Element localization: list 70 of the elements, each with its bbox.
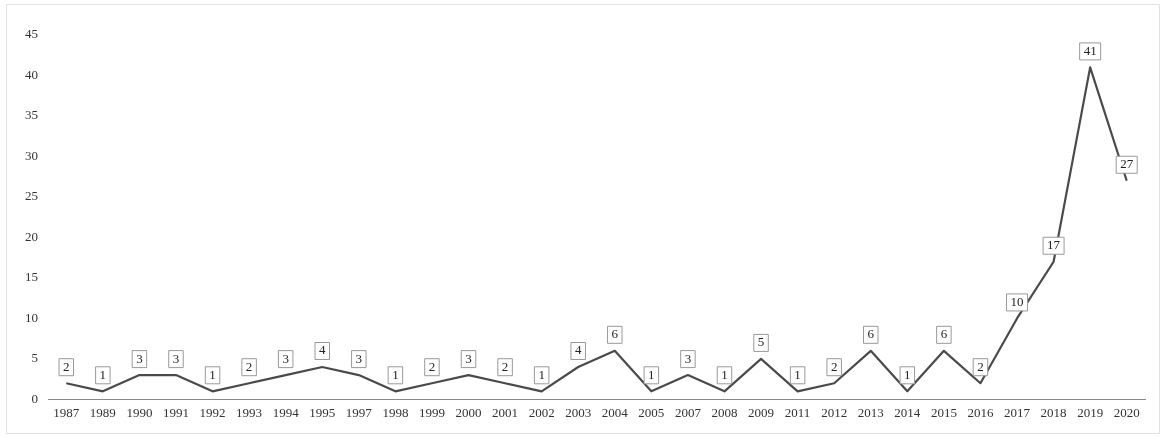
- y-tick-label: 35: [25, 107, 38, 123]
- data-label: 1: [209, 366, 216, 382]
- data-label: 3: [136, 350, 143, 366]
- x-tick-label: 1997: [345, 404, 373, 420]
- y-tick-label: 5: [31, 350, 38, 366]
- data-label: 1: [392, 366, 399, 382]
- data-label: 41: [1083, 42, 1097, 58]
- y-tick-label: 10: [25, 309, 38, 325]
- data-label: 2: [245, 358, 253, 374]
- data-label: 1: [904, 366, 911, 382]
- y-tick-label: 15: [25, 269, 38, 285]
- x-tick-label: 1999: [418, 404, 445, 420]
- data-label: 10: [1010, 293, 1024, 309]
- x-tick-label: 2009: [748, 404, 775, 420]
- y-tick-label: 30: [25, 147, 38, 163]
- data-label: 27: [1120, 156, 1134, 172]
- x-tick-label: 1989: [89, 404, 116, 420]
- x-tick-label: 1987: [53, 404, 80, 420]
- x-tick-label: 2003: [565, 404, 592, 420]
- data-label: 1: [99, 366, 107, 382]
- data-label: 2: [63, 358, 70, 374]
- data-label: 3: [684, 350, 692, 366]
- data-label: 3: [465, 350, 472, 366]
- x-tick-label: 2017: [1004, 404, 1031, 420]
- y-tick-label: 25: [25, 188, 38, 204]
- data-label: 2: [977, 358, 984, 374]
- x-tick-label: 1994: [272, 404, 300, 420]
- data-label: 1: [648, 366, 655, 382]
- x-tick-label: 1991: [162, 404, 189, 420]
- x-tick-label: 2019: [1077, 404, 1104, 420]
- data-label: 3: [282, 350, 289, 366]
- y-tick-label: 45: [25, 26, 38, 42]
- x-tick-label: 2011: [784, 404, 811, 420]
- data-label: 6: [867, 326, 875, 342]
- data-label: 17: [1047, 237, 1061, 253]
- data-label: 4: [319, 342, 326, 358]
- x-tick-label: 1998: [382, 404, 409, 420]
- x-tick-label: 2002: [528, 404, 555, 420]
- data-label: 6: [611, 326, 619, 342]
- x-tick-label: 1995: [309, 404, 336, 420]
- data-label: 2: [501, 358, 509, 374]
- x-tick-label: 1990: [126, 404, 153, 420]
- x-tick-label: 2001: [492, 404, 519, 420]
- y-tick-label: 20: [25, 228, 38, 244]
- data-label: 3: [172, 350, 180, 366]
- x-tick-label: 1993: [236, 404, 263, 420]
- x-tick-label: 2012: [821, 404, 848, 420]
- x-tick-label: 2005: [638, 404, 665, 420]
- x-tick-label: 2007: [674, 404, 702, 420]
- x-tick-label: 2016: [967, 404, 994, 420]
- x-tick-label: 2014: [894, 404, 921, 420]
- y-tick-label: 0: [31, 390, 38, 406]
- x-tick-label: 1992: [199, 404, 226, 420]
- data-label: 1: [721, 366, 728, 382]
- x-tick-label: 2018: [1040, 404, 1067, 420]
- x-tick-label: 2000: [455, 404, 482, 420]
- data-label: 5: [757, 334, 765, 350]
- data-label: 2: [428, 358, 436, 374]
- data-label: 4: [574, 342, 582, 358]
- data-label: 1: [794, 366, 801, 382]
- x-tick-label: 2008: [711, 404, 738, 420]
- data-label: 6: [940, 326, 948, 342]
- x-tick-label: 2020: [1113, 404, 1140, 420]
- x-tick-label: 2015: [930, 404, 957, 420]
- y-tick-label: 40: [25, 66, 38, 82]
- x-tick-label: 2004: [601, 404, 629, 420]
- x-tick-label: 2013: [857, 404, 884, 420]
- data-label: 1: [538, 366, 545, 382]
- data-label: 2: [830, 358, 838, 374]
- data-label: 3: [355, 350, 363, 366]
